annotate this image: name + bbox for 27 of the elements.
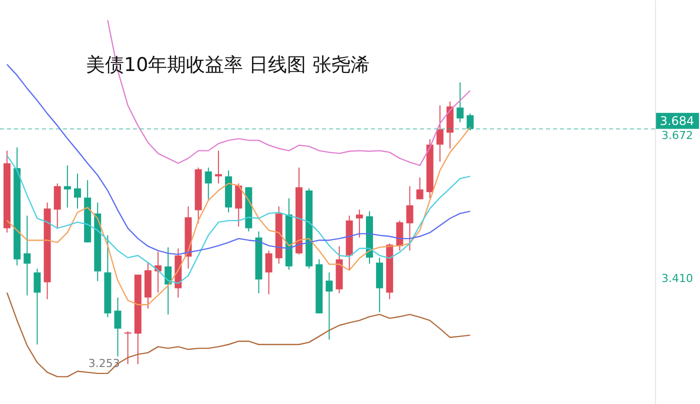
line-series <box>107 20 471 166</box>
candlestick <box>204 167 212 200</box>
candlestick <box>456 82 464 123</box>
y-tick-label: 3.672 <box>662 128 693 142</box>
candlestick <box>406 186 414 252</box>
text: 美债10年期收益率 日线图 张尧浠 <box>86 54 370 76</box>
y-tick-label: 3.410 <box>662 272 693 285</box>
candlestick <box>74 173 81 210</box>
candlestick <box>235 182 242 228</box>
line-series <box>6 126 471 306</box>
candlestick <box>416 176 424 200</box>
candlestick <box>24 215 31 296</box>
candlestick <box>436 104 444 162</box>
candlestick <box>124 330 132 365</box>
line-series <box>6 154 471 284</box>
candlestick <box>64 164 71 208</box>
line-series <box>6 292 471 378</box>
candlestick <box>214 150 222 184</box>
candlestick <box>356 209 363 238</box>
candlestick <box>265 250 272 295</box>
candlestick <box>466 113 474 131</box>
candlestick <box>34 268 41 345</box>
candlestick <box>54 182 61 228</box>
annotation: 3.253 <box>88 357 120 370</box>
ref-line-label: 3.684 <box>660 114 694 128</box>
candlestick <box>114 297 122 358</box>
candlestick <box>326 272 333 340</box>
